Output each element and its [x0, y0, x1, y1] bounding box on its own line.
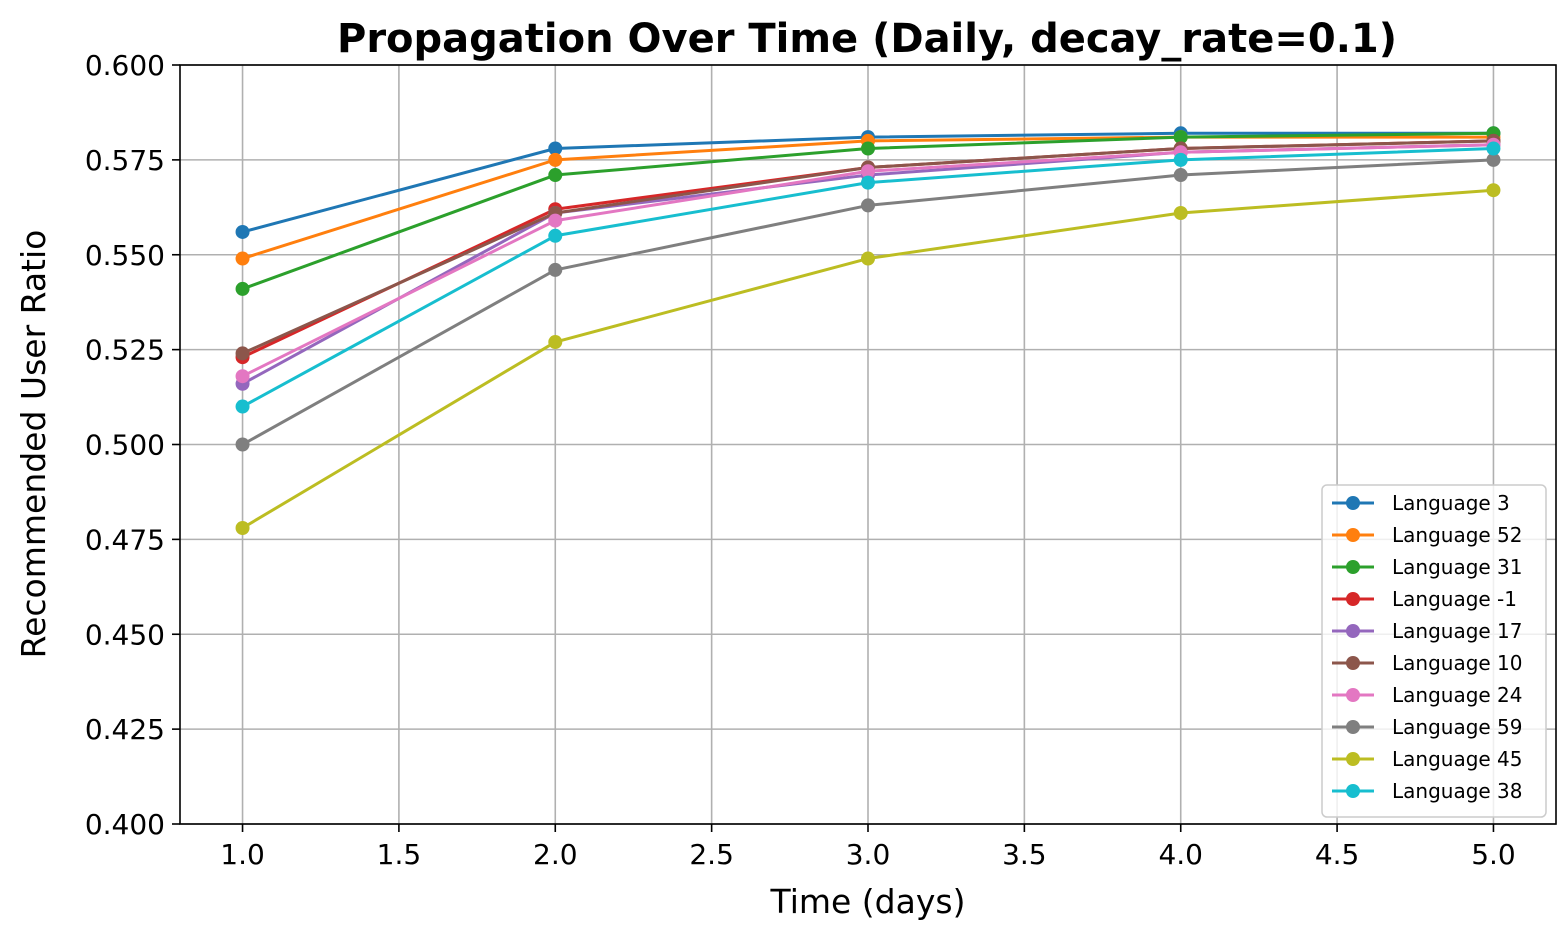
legend: Language 3 Language 52 Language 31 Language… [1321, 484, 1547, 818]
x-tick-label: 2.0 [533, 838, 578, 871]
data-point [1173, 206, 1188, 221]
x-tick-label: 1.5 [377, 838, 422, 871]
series-language-59 [235, 152, 1501, 452]
data-point [1173, 168, 1188, 183]
legend-marker [1346, 656, 1360, 670]
y-tick-label: 0.425 [85, 713, 165, 746]
legend-label: Language 52 [1392, 523, 1523, 547]
legend-box [1321, 484, 1547, 818]
data-point [235, 251, 250, 266]
data-point [548, 335, 563, 350]
legend-marker [1346, 688, 1360, 702]
data-point [1173, 152, 1188, 167]
x-tick-label: 4.0 [1158, 838, 1203, 871]
data-point [235, 281, 250, 296]
legend-marker [1346, 592, 1360, 606]
legend-label: Language 38 [1392, 779, 1523, 803]
data-point [1486, 152, 1501, 167]
x-tick-label: 5.0 [1471, 838, 1516, 871]
data-point [548, 152, 563, 167]
data-point [1173, 130, 1188, 145]
data-point [861, 251, 875, 266]
y-tick-label: 0.475 [85, 523, 165, 556]
x-tick-label: 3.0 [846, 838, 891, 871]
legend-marker [1346, 784, 1360, 798]
data-point [235, 520, 250, 535]
legend-item: Language 10 [1332, 651, 1523, 675]
data-point [861, 141, 875, 156]
data-point [1486, 141, 1501, 156]
data-point [548, 141, 563, 156]
legend-item: Language 45 [1332, 747, 1523, 771]
data-point [235, 369, 250, 384]
legend-item: Language 52 [1332, 523, 1523, 547]
legend-item: Language 31 [1332, 555, 1523, 579]
y-tick-label: 0.575 [85, 144, 165, 177]
legend-marker [1346, 560, 1360, 574]
legend-label: Language 10 [1392, 651, 1523, 675]
data-point [235, 346, 250, 361]
data-point [548, 168, 563, 183]
y-axis-label: Recommended User Ratio [14, 230, 53, 659]
legend-label: Language -1 [1392, 587, 1517, 611]
data-point [235, 437, 250, 452]
y-tick-label: 0.550 [85, 239, 165, 272]
data-point [548, 262, 563, 277]
y-tick-label: 0.500 [85, 429, 165, 462]
legend-marker [1346, 496, 1360, 510]
y-tick-label: 0.450 [85, 618, 165, 651]
data-point [548, 213, 563, 228]
legend-item: Language 24 [1332, 683, 1523, 707]
data-point [1486, 183, 1501, 198]
y-tick-label: 0.600 [85, 49, 165, 82]
legend-item: Language 3 [1332, 491, 1510, 515]
legend-label: Language 31 [1392, 555, 1523, 579]
legend-label: Language 17 [1392, 619, 1523, 643]
legend-marker [1346, 624, 1360, 638]
series-language-38 [235, 141, 1501, 414]
legend-label: Language 45 [1392, 747, 1523, 771]
chart-title: Propagation Over Time (Daily, decay_rate… [337, 16, 1397, 62]
legend-item: Language 38 [1332, 779, 1523, 803]
legend-label: Language 59 [1392, 715, 1523, 739]
x-axis-label: Time (days) [770, 882, 966, 921]
data-point [861, 198, 875, 213]
series-language-45 [235, 183, 1501, 535]
data-point [548, 228, 563, 243]
legend-marker [1346, 720, 1360, 734]
y-tick-label: 0.400 [85, 808, 165, 841]
legend-marker [1346, 752, 1360, 766]
data-point [235, 224, 250, 239]
data-point [861, 175, 875, 190]
data-point [235, 399, 250, 414]
legend-label: Language 24 [1392, 683, 1523, 707]
series-group [235, 126, 1501, 535]
x-tick-label: 3.5 [1002, 838, 1047, 871]
data-point [861, 164, 875, 179]
y-tick-label: 0.525 [85, 334, 165, 367]
legend-item: Language 17 [1332, 619, 1523, 643]
legend-item: Language -1 [1332, 587, 1517, 611]
axis-ticks: 1.0 1.5 2.0 2.5 3.0 3.5 4.0 4.5 5.0 0.400 0.425 0.4… [85, 49, 1516, 871]
x-tick-label: 2.5 [689, 838, 734, 871]
legend-marker [1346, 528, 1360, 542]
x-tick-label: 1.0 [220, 838, 265, 871]
legend-item: Language 59 [1332, 715, 1523, 739]
x-tick-label: 4.5 [1315, 838, 1360, 871]
legend-label: Language 3 [1392, 491, 1510, 515]
